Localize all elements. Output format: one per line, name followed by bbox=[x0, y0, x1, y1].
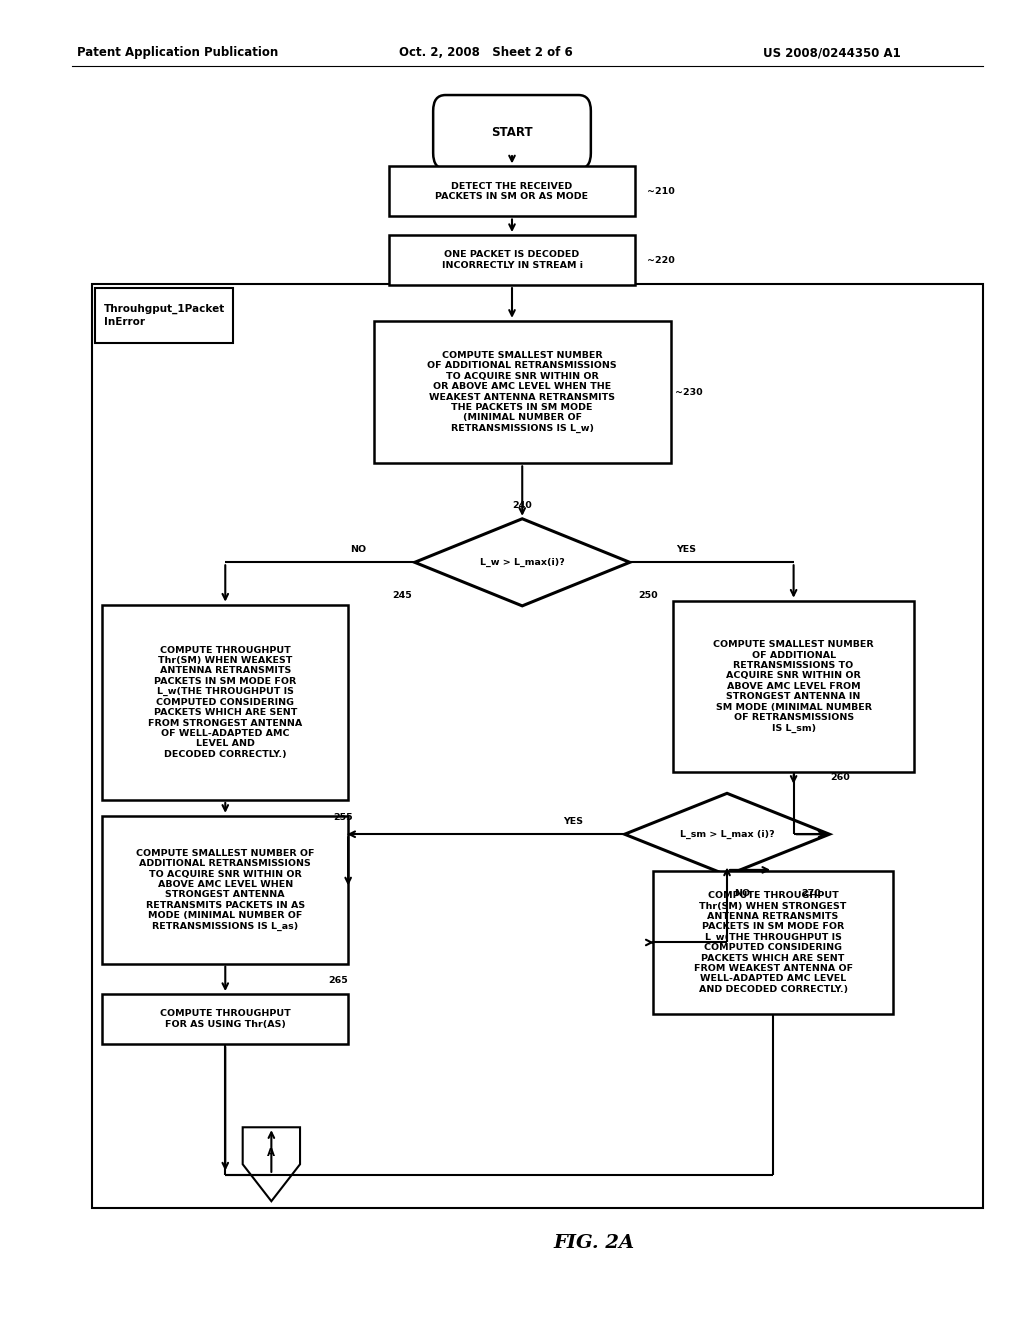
Bar bbox=[374, 321, 671, 463]
Text: FIG. 2A: FIG. 2A bbox=[553, 1234, 635, 1253]
Text: NO: NO bbox=[350, 545, 367, 553]
Polygon shape bbox=[243, 1127, 300, 1201]
Text: ONE PACKET IS DECODED
INCORRECTLY IN STREAM i: ONE PACKET IS DECODED INCORRECTLY IN STR… bbox=[441, 251, 583, 269]
Bar bbox=[95, 288, 233, 343]
Text: 245: 245 bbox=[392, 591, 413, 599]
Text: Patent Application Publication: Patent Application Publication bbox=[77, 46, 279, 59]
Text: COMPUTE THROUGHPUT
Thr(SM) WHEN STRONGEST
ANTENNA RETRANSMITS
PACKETS IN SM MODE: COMPUTE THROUGHPUT Thr(SM) WHEN STRONGES… bbox=[693, 891, 853, 994]
Polygon shape bbox=[415, 519, 630, 606]
Bar bbox=[92, 284, 983, 1208]
Text: START: START bbox=[492, 125, 532, 139]
Bar bbox=[653, 871, 893, 1014]
Text: COMPUTE THROUGHPUT
FOR AS USING Thr(AS): COMPUTE THROUGHPUT FOR AS USING Thr(AS) bbox=[160, 1010, 291, 1028]
FancyBboxPatch shape bbox=[433, 95, 591, 169]
Text: L_w > L_max(i)?: L_w > L_max(i)? bbox=[480, 558, 564, 566]
Text: ~210: ~210 bbox=[646, 187, 675, 195]
Text: A: A bbox=[267, 1148, 275, 1158]
Text: Oct. 2, 2008   Sheet 2 of 6: Oct. 2, 2008 Sheet 2 of 6 bbox=[399, 46, 573, 59]
Text: YES: YES bbox=[676, 545, 696, 553]
Text: ~230: ~230 bbox=[676, 388, 702, 396]
Bar bbox=[389, 166, 635, 216]
Text: ~220: ~220 bbox=[646, 256, 675, 264]
Text: L_sm > L_max (i)?: L_sm > L_max (i)? bbox=[680, 830, 774, 838]
Text: COMPUTE SMALLEST NUMBER OF
ADDITIONAL RETRANSMISSIONS
TO ACQUIRE SNR WITHIN OR
A: COMPUTE SMALLEST NUMBER OF ADDITIONAL RE… bbox=[136, 849, 314, 931]
Text: 255: 255 bbox=[333, 813, 353, 821]
Text: YES: YES bbox=[563, 817, 584, 825]
Bar bbox=[102, 605, 348, 800]
Bar bbox=[674, 601, 913, 772]
Text: 240: 240 bbox=[512, 502, 532, 510]
Bar bbox=[389, 235, 635, 285]
Text: US 2008/0244350 A1: US 2008/0244350 A1 bbox=[763, 46, 901, 59]
Polygon shape bbox=[625, 793, 829, 875]
Text: Throuhgput_1Packet
InError: Throuhgput_1Packet InError bbox=[103, 304, 225, 327]
Text: COMPUTE SMALLEST NUMBER
OF ADDITIONAL RETRANSMISSIONS
TO ACQUIRE SNR WITHIN OR
O: COMPUTE SMALLEST NUMBER OF ADDITIONAL RE… bbox=[427, 351, 617, 433]
Text: COMPUTE SMALLEST NUMBER
OF ADDITIONAL
RETRANSMISSIONS TO
ACQUIRE SNR WITHIN OR
A: COMPUTE SMALLEST NUMBER OF ADDITIONAL RE… bbox=[714, 640, 873, 733]
Text: 260: 260 bbox=[829, 774, 850, 781]
Text: NO: NO bbox=[734, 890, 751, 898]
Text: 250: 250 bbox=[638, 591, 658, 599]
Text: COMPUTE THROUGHPUT
Thr(SM) WHEN WEAKEST
ANTENNA RETRANSMITS
PACKETS IN SM MODE F: COMPUTE THROUGHPUT Thr(SM) WHEN WEAKEST … bbox=[148, 645, 302, 759]
Text: 265: 265 bbox=[328, 977, 348, 985]
Text: DETECT THE RECEIVED
PACKETS IN SM OR AS MODE: DETECT THE RECEIVED PACKETS IN SM OR AS … bbox=[435, 182, 589, 201]
Text: 270: 270 bbox=[801, 890, 821, 898]
Bar bbox=[102, 816, 348, 964]
Bar bbox=[102, 994, 348, 1044]
